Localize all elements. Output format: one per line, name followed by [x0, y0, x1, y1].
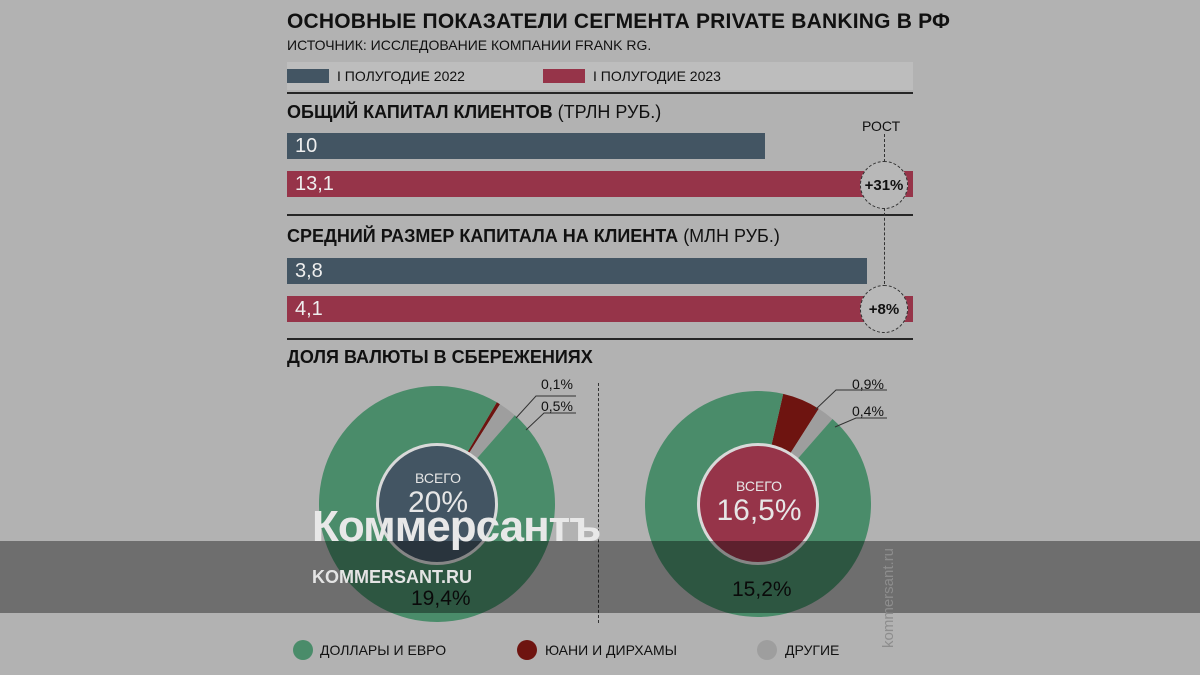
donut-center-2022: ВСЕГО 20%	[378, 470, 498, 520]
watermark-vertical: kommersant.ru	[880, 547, 897, 648]
donut-2022	[319, 386, 555, 622]
legend-label-2023: I ПОЛУГОДИЕ 2023	[593, 68, 721, 84]
donut-center-value: 16,5%	[716, 494, 802, 527]
chart-title: ОСНОВНЫЕ ПОКАЗАТЕЛИ СЕГМЕНТА PRIVATE BAN…	[287, 10, 951, 33]
legend-swatch-2022	[287, 69, 329, 83]
growth-badge-avg: +8%	[860, 285, 908, 333]
donut-center-circle	[700, 446, 816, 562]
section-avg-title: СРЕДНИЙ РАЗМЕР КАПИТАЛА НА КЛИЕНТА (МЛН …	[287, 226, 780, 247]
chart-source: ИСТОЧНИК: ИССЛЕДОВАНИЕ КОМПАНИИ FRANK RG…	[287, 37, 652, 53]
legend-dot-usd-eur	[293, 640, 313, 660]
legend-dot-other	[757, 640, 777, 660]
divider	[287, 338, 913, 340]
legend-label-usd-eur: ДОЛЛАРЫ И ЕВРО	[320, 642, 447, 658]
bar-avg-2022-value: 3,8	[295, 260, 323, 282]
bar-capital-2022: 10	[287, 133, 765, 159]
slice-label-usd-eur-2023: 15,2%	[732, 578, 792, 601]
section-capital-title: ОБЩИЙ КАПИТАЛ КЛИЕНТОВ (ТРЛН РУБ.)	[287, 102, 661, 123]
leader-line	[515, 395, 576, 419]
series-legend: I ПОЛУГОДИЕ 2022 I ПОЛУГОДИЕ 2023	[287, 62, 913, 90]
section-capital-title-text: ОБЩИЙ КАПИТАЛ КЛИЕНТОВ	[287, 102, 553, 122]
legend-label-yuan-dirham: ЮАНИ И ДИРХАМЫ	[545, 642, 678, 658]
legend-label-2022: I ПОЛУГОДИЕ 2022	[337, 68, 465, 84]
growth-connector	[884, 134, 885, 162]
bar-avg-2023: 4,1	[287, 296, 913, 322]
watermark-band	[0, 541, 1200, 613]
leader-line	[525, 412, 576, 431]
section-avg-unit: (МЛН РУБ.)	[683, 226, 780, 246]
section-currency-title: ДОЛЯ ВАЛЮТЫ В СБЕРЕЖЕНИЯХ	[287, 347, 593, 367]
leader-line	[834, 417, 887, 428]
legend-dot-yuan-dirham	[517, 640, 537, 660]
donut-divider	[598, 383, 599, 623]
bar-avg-2022: 3,8	[287, 258, 867, 284]
donut-center-circle	[379, 446, 495, 562]
slice-label-other-2022: 0,5%	[541, 398, 573, 414]
divider	[287, 214, 913, 216]
slice-label-other-2023: 0,4%	[852, 403, 884, 419]
slice-label-usd-eur-2022: 19,4%	[411, 587, 471, 610]
growth-badge-capital: +31%	[860, 161, 908, 209]
legend-label-other: ДРУГИЕ	[785, 642, 840, 658]
legend-swatch-2023	[543, 69, 585, 83]
bar-capital-2022-value: 10	[295, 135, 318, 157]
growth-header: РОСТ	[862, 118, 901, 134]
slice-label-yuan-2022: 0,1%	[541, 376, 573, 392]
divider	[287, 92, 913, 94]
donut-charts	[319, 386, 887, 622]
donut-2023	[645, 391, 872, 617]
bar-capital-2023-value: 13,1	[295, 173, 334, 195]
slice-label-yuan-2023: 0,9%	[852, 376, 884, 392]
section-capital-unit: (ТРЛН РУБ.)	[557, 102, 662, 122]
bar-avg-2023-value: 4,1	[295, 298, 323, 320]
leader-line	[814, 389, 887, 411]
watermark-site: KOMMERSANT.RU	[312, 567, 472, 587]
bar-capital-2023: 13,1	[287, 171, 913, 197]
donut-center-label: ВСЕГО	[414, 470, 461, 486]
donut-center-value: 20%	[407, 486, 469, 519]
watermark-logo: Коммерсантъ	[312, 502, 601, 551]
donut-center-2023: ВСЕГО 16,5%	[699, 478, 819, 528]
growth-connector	[884, 208, 885, 284]
donut-center-label: ВСЕГО	[735, 478, 782, 494]
section-avg-title-text: СРЕДНИЙ РАЗМЕР КАПИТАЛА НА КЛИЕНТА	[287, 226, 679, 246]
